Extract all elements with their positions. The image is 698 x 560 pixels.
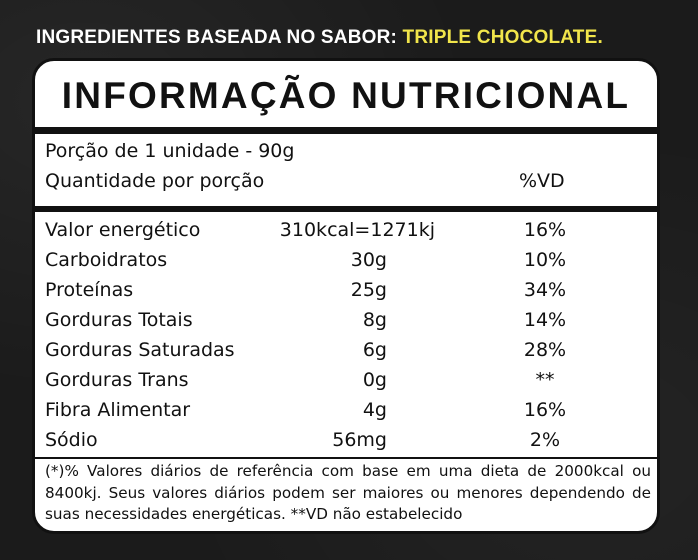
nutrient-row: Gorduras Totais 8g 14%: [35, 309, 657, 339]
nutrient-name: Proteínas: [45, 279, 134, 301]
serving-size: Porção de 1 unidade - 90g: [45, 140, 295, 162]
nutrient-amount: 25g: [350, 279, 387, 301]
nutrient-row: Gorduras Trans 0g **: [35, 369, 657, 399]
nutrient-name: Gorduras Saturadas: [45, 339, 235, 361]
nutrient-name: Sódio: [45, 429, 98, 451]
nutrient-row: Fibra Alimentar 4g 16%: [35, 399, 657, 429]
header-divider: [35, 206, 657, 212]
nutrition-title: INFORMAÇÃO NUTRICIONAL: [61, 75, 631, 116]
nutrient-daily-value: 10%: [523, 249, 567, 271]
nutrient-amount: 56mg: [332, 429, 387, 451]
footnote-divider: [35, 457, 657, 459]
nutrient-row: Carboidratos 30g 10%: [35, 249, 657, 279]
nutrient-amount: 8g: [362, 309, 387, 331]
nutrient-daily-value: 16%: [523, 219, 567, 241]
nutrient-name: Valor energético: [45, 219, 201, 241]
nutrient-row: Valor energético 310kcal=1271kj 16%: [35, 219, 657, 249]
nutrient-amount: 6g: [362, 339, 387, 361]
nutrient-daily-value: 16%: [523, 399, 567, 421]
title-divider: [35, 127, 657, 134]
nutrient-amount: 30g: [350, 249, 387, 271]
flavor-header-prefix: INGREDIENTES BASEADA NO SABOR:: [36, 27, 403, 48]
nutrient-amount: 4g: [362, 399, 387, 421]
nutrient-name: Carboidratos: [45, 249, 168, 271]
nutrient-name: Gorduras Trans: [45, 369, 189, 391]
nutrient-daily-value: 34%: [523, 279, 567, 301]
per-portion-label: Quantidade por porção: [45, 170, 265, 192]
nutrition-facts-panel: INFORMAÇÃO NUTRICIONAL Porção de 1 unida…: [32, 58, 660, 534]
nutrient-row: Sódio 56mg 2%: [35, 429, 657, 459]
daily-value-header: %VD: [519, 170, 565, 192]
nutrient-daily-value: 2%: [529, 429, 561, 451]
nutrient-name: Fibra Alimentar: [45, 399, 191, 421]
nutrient-amount: 0g: [362, 369, 387, 391]
nutrient-daily-value: 14%: [523, 309, 567, 331]
nutrient-row: Gorduras Saturadas 6g 28%: [35, 339, 657, 369]
nutrient-daily-value: 28%: [523, 339, 567, 361]
footnote: (*)% Valores diários de referência com b…: [45, 462, 651, 523]
flavor-name: TRIPLE CHOCOLATE.: [402, 27, 603, 48]
nutrient-daily-value: **: [535, 369, 555, 391]
flavor-header: INGREDIENTES BASEADA NO SABOR: TRIPLE CH…: [36, 27, 603, 49]
nutrient-amount: 310kcal=1271kj: [279, 219, 435, 241]
nutrient-name: Gorduras Totais: [45, 309, 193, 331]
nutrient-row: Proteínas 25g 34%: [35, 279, 657, 309]
